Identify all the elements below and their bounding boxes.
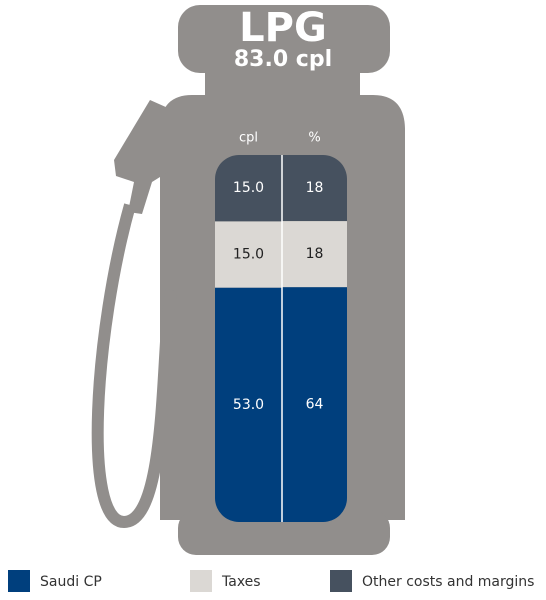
segment — [282, 221, 347, 288]
value-label: 15.0 — [233, 246, 264, 262]
segment — [282, 155, 347, 222]
column-header: cpl — [239, 131, 258, 146]
legend-label: Other costs and margins — [362, 574, 534, 590]
labels: cpl 53.0 15.0 15.0% 64 18 18 — [233, 131, 324, 413]
bars — [215, 155, 347, 522]
legend-swatch — [330, 570, 352, 592]
value-label: 15.0 — [233, 180, 264, 196]
subtitle: 83.0 cpl — [234, 47, 332, 72]
legend-label: Saudi CP — [40, 574, 102, 590]
segment — [215, 155, 282, 222]
title: LPG — [239, 5, 327, 51]
legend-swatch — [190, 570, 212, 592]
value-label: 64 — [306, 397, 324, 413]
segment — [282, 287, 347, 522]
legend-swatch — [8, 570, 30, 592]
value-label: 53.0 — [233, 397, 264, 413]
legend-label: Taxes — [221, 574, 261, 590]
segment — [215, 221, 282, 288]
segment — [215, 287, 282, 522]
value-label: 18 — [306, 180, 324, 196]
value-label: 18 — [306, 246, 324, 262]
column-header: % — [308, 131, 320, 146]
